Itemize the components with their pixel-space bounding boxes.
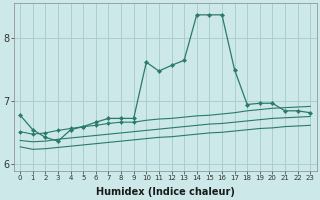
X-axis label: Humidex (Indice chaleur): Humidex (Indice chaleur): [96, 187, 235, 197]
